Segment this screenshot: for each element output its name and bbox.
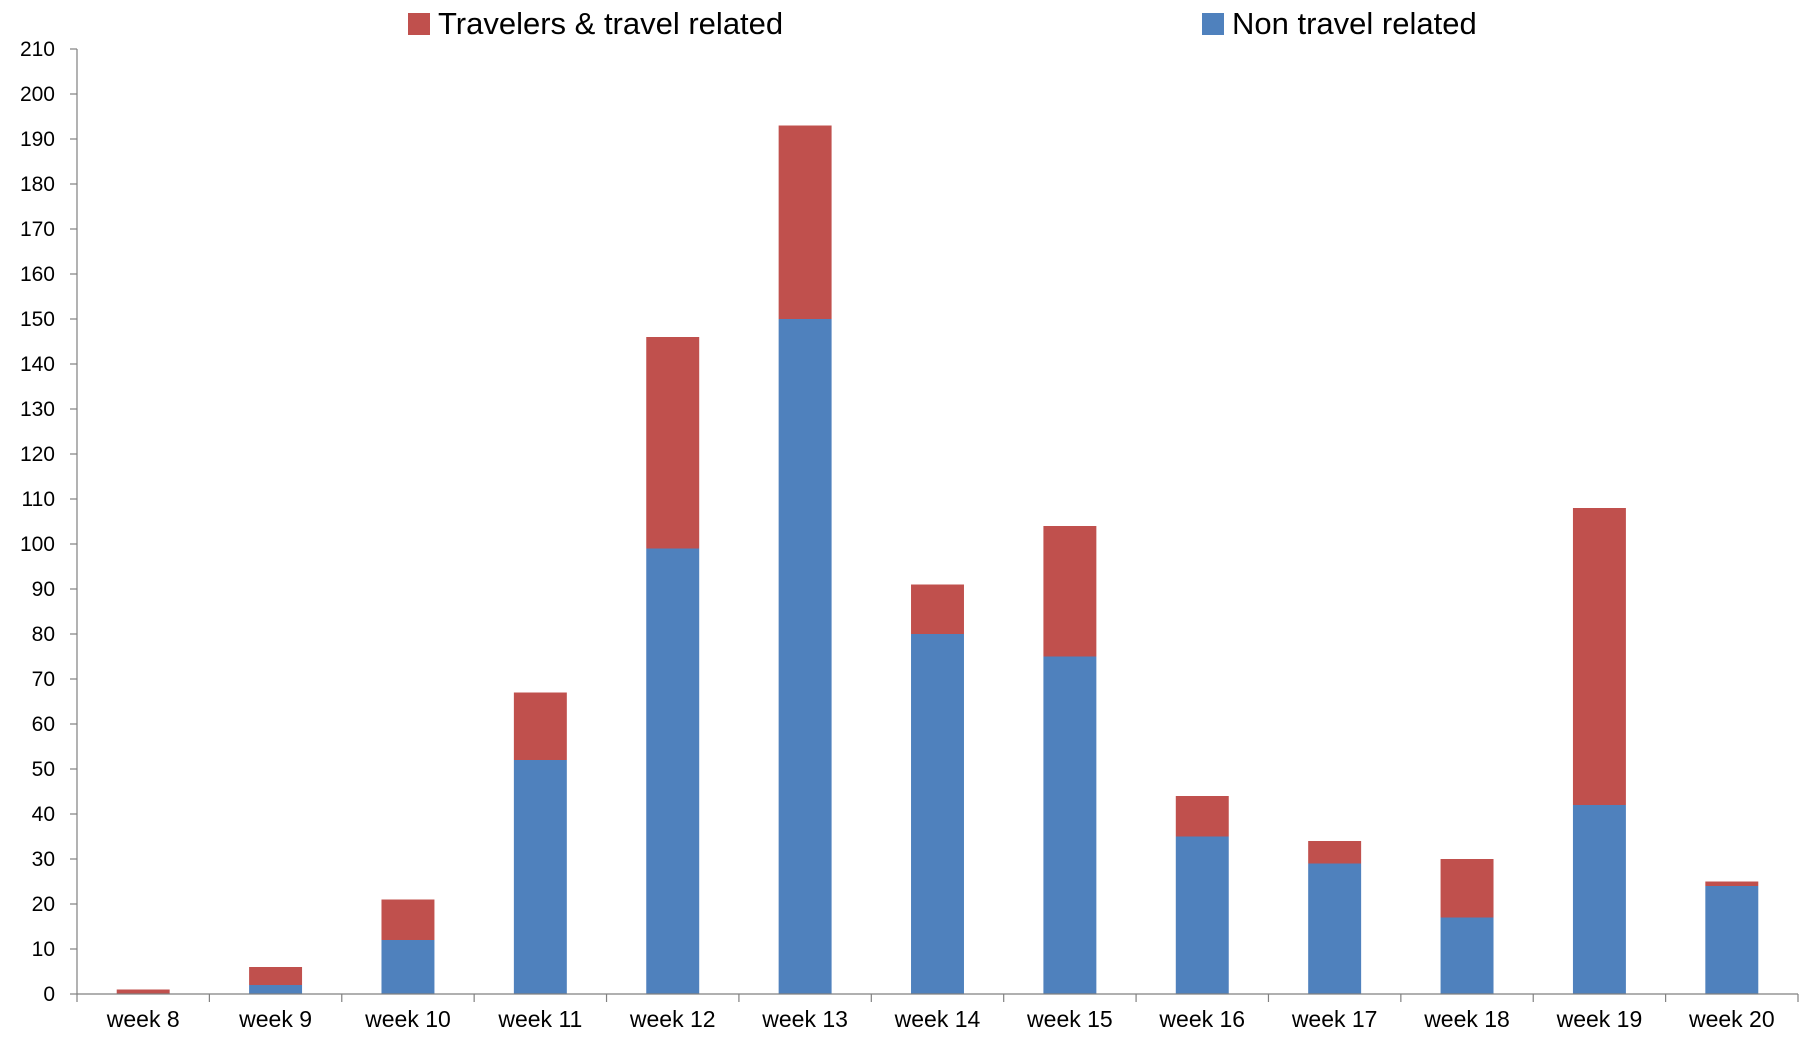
bar-segment-non-travel: [1175, 836, 1229, 994]
bar-segment-travel: [911, 584, 964, 634]
y-tick-label: 150: [20, 308, 55, 331]
bar-segment-travel: [1043, 526, 1097, 657]
x-tick-label: week 17: [1291, 1006, 1378, 1032]
x-tick-label: week 8: [106, 1006, 180, 1032]
y-tick-label: 70: [32, 668, 55, 691]
y-tick-label: 10: [32, 938, 55, 961]
x-tick-label: week 14: [894, 1006, 981, 1032]
y-tick-label: 0: [43, 983, 55, 1006]
x-tick-label: week 9: [238, 1006, 312, 1032]
x-tick-label: week 18: [1423, 1006, 1510, 1032]
bar-segment-non-travel: [1572, 805, 1626, 994]
bar-segment-travel: [513, 692, 567, 760]
bar-segment-non-travel: [1440, 917, 1494, 994]
x-tick-label: week 16: [1158, 1006, 1245, 1032]
x-tick-label: week 13: [761, 1006, 848, 1032]
y-tick-label: 80: [32, 623, 55, 646]
y-tick-label: 210: [20, 38, 55, 61]
y-tick-label: 50: [32, 758, 55, 781]
x-tick-label: week 20: [1688, 1006, 1775, 1032]
bar-segment-travel: [1175, 796, 1229, 837]
bar-segment-travel: [1440, 859, 1494, 918]
legend-swatch-travel: [408, 13, 430, 35]
y-tick-label: 140: [20, 353, 55, 376]
legend-label-travel: Travelers & travel related: [438, 6, 783, 41]
y-tick-label: 90: [32, 578, 55, 601]
y-tick-label: 200: [20, 83, 55, 106]
bar-segment-non-travel: [1043, 656, 1097, 994]
x-tick-label: week 11: [497, 1006, 582, 1032]
bar-segment-travel: [646, 337, 700, 549]
bar-segment-travel: [381, 899, 435, 940]
x-tick-label: week 12: [629, 1006, 716, 1032]
legend-label-non-travel: Non travel related: [1232, 6, 1477, 41]
bar-segment-non-travel: [911, 634, 964, 994]
y-tick-label: 170: [20, 218, 55, 241]
y-tick-label: 20: [32, 893, 55, 916]
bar-segment-travel: [1705, 881, 1759, 886]
y-tick-label: 60: [32, 713, 55, 736]
y-tick-label: 120: [20, 443, 55, 466]
y-axis: 0 10 20 30 40 50 60 70 80 90 100 110 120 130 140 150 160…: [20, 38, 78, 1006]
bar-segment-non-travel: [381, 940, 435, 994]
x-tick-label: week 19: [1556, 1006, 1643, 1032]
bar-segment-non-travel: [778, 319, 832, 994]
y-tick-label: 30: [32, 848, 55, 871]
x-axis: week 8 week 9 week 10 week 11 week 12 week 13…: [76, 993, 1799, 1032]
bar-segment-travel: [778, 125, 832, 319]
y-tick-label: 110: [22, 488, 55, 511]
bar-segment-non-travel: [249, 985, 303, 994]
bar-segment-travel: [1308, 841, 1362, 864]
legend-swatch-non-travel: [1202, 13, 1224, 35]
x-tick-label: week 10: [364, 1006, 451, 1032]
bar-segment-non-travel: [1308, 863, 1362, 994]
y-tick-label: 180: [20, 173, 55, 196]
x-tick-label: week 15: [1026, 1006, 1113, 1032]
bar-segment-travel: [249, 967, 303, 985]
legend: Travelers & travel related Non travel re…: [408, 6, 1477, 41]
y-tick-label: 130: [20, 398, 55, 421]
y-tick-label: 100: [20, 533, 55, 556]
bar-segment-travel: [116, 989, 170, 994]
y-tick-label: 40: [32, 803, 55, 826]
bar-segment-non-travel: [1705, 886, 1759, 994]
y-tick-label: 160: [20, 263, 55, 286]
bar-segment-non-travel: [513, 760, 567, 994]
y-tick-label: 190: [20, 128, 55, 151]
bars: [116, 125, 1759, 994]
bar-segment-travel: [1572, 508, 1626, 805]
bar-segment-non-travel: [646, 548, 700, 994]
